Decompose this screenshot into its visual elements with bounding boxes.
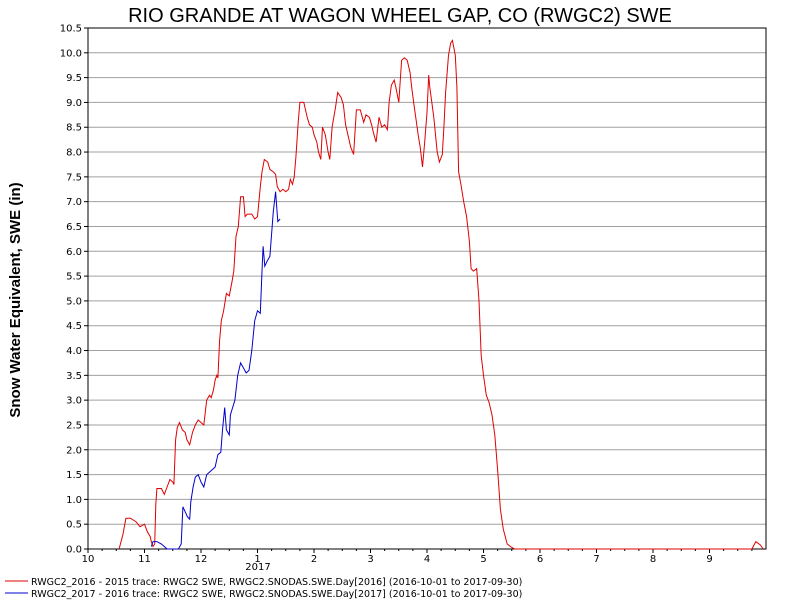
- y-tick-label-0.0: 0.0: [66, 545, 82, 556]
- y-tick-label-3.5: 3.5: [66, 371, 82, 382]
- y-tick-label-4.5: 4.5: [66, 321, 82, 332]
- y-tick-label-1.0: 1.0: [66, 495, 82, 506]
- x-tick-label-7: 5: [480, 554, 486, 565]
- y-tick-label-8.5: 8.5: [66, 123, 82, 134]
- x-tick-label-11: 9: [706, 554, 712, 565]
- y-tick-label-2.5: 2.5: [66, 420, 82, 431]
- x-tick-label-10: 8: [650, 554, 656, 565]
- x-tick-label-5: 3: [367, 554, 373, 565]
- x-axis-year-label: 2017: [245, 562, 270, 573]
- y-tick-label-9.0: 9.0: [66, 98, 82, 109]
- y-tick-label-8.0: 8.0: [66, 148, 82, 159]
- chart-title: RIO GRANDE AT WAGON WHEEL GAP, CO (RWGC2…: [128, 5, 672, 27]
- series-layer: [118, 39, 764, 550]
- series-line-0: [118, 39, 764, 550]
- x-tick-label-4: 2: [311, 554, 317, 565]
- x-tick-label-0: 10: [82, 554, 95, 565]
- y-tick-label-10.5: 10.5: [60, 24, 82, 35]
- y-tick-label-3.0: 3.0: [66, 396, 82, 407]
- legend-label-2016: RWGC2_2016 - 2015 trace: RWGC2 SWE, RWGC…: [31, 577, 522, 588]
- x-tick-label-3: 1: [254, 554, 260, 565]
- x-tick-label-1: 11: [138, 554, 151, 565]
- legend-label-2017: RWGC2_2017 - 2016 trace: RWGC2 SWE, RWGC…: [31, 589, 522, 600]
- y-tick-label-9.5: 9.5: [66, 73, 82, 84]
- y-tick-label-10.0: 10.0: [60, 48, 82, 59]
- legend: RWGC2_2016 - 2015 trace: RWGC2 SWE, RWGC…: [5, 577, 522, 600]
- y-tick-label-4.0: 4.0: [66, 346, 82, 357]
- y-tick-label-6.0: 6.0: [66, 247, 82, 258]
- x-tick-label-2: 12: [195, 554, 208, 565]
- y-tick-label-7.5: 7.5: [66, 172, 82, 183]
- x-axis-ticks: 10 11 12 1 2 3 4 5 6 7 8 9: [82, 549, 753, 565]
- y-tick-label-6.5: 6.5: [66, 222, 82, 233]
- y-tick-label-7.0: 7.0: [66, 197, 82, 208]
- series-line-1: [150, 191, 281, 550]
- y-tick-label-5.5: 5.5: [66, 272, 82, 283]
- y-tick-label-5.0: 5.0: [66, 296, 82, 307]
- x-tick-label-8: 6: [537, 554, 543, 565]
- y-tick-label-1.5: 1.5: [66, 470, 82, 481]
- y-tick-label-0.5: 0.5: [66, 520, 82, 531]
- x-tick-label-6: 4: [424, 554, 430, 565]
- y-axis-label: Snow Water Equivalent, SWE (in): [7, 182, 24, 417]
- y-tick-label-2.0: 2.0: [66, 445, 82, 456]
- y-axis-ticks: 0.0 0.5 1.0 1.5 2.0 2.5 3.0 3.5 4.0 4.5 5.0 5.5 6.0 6…: [60, 24, 88, 556]
- x-tick-label-9: 7: [593, 554, 599, 565]
